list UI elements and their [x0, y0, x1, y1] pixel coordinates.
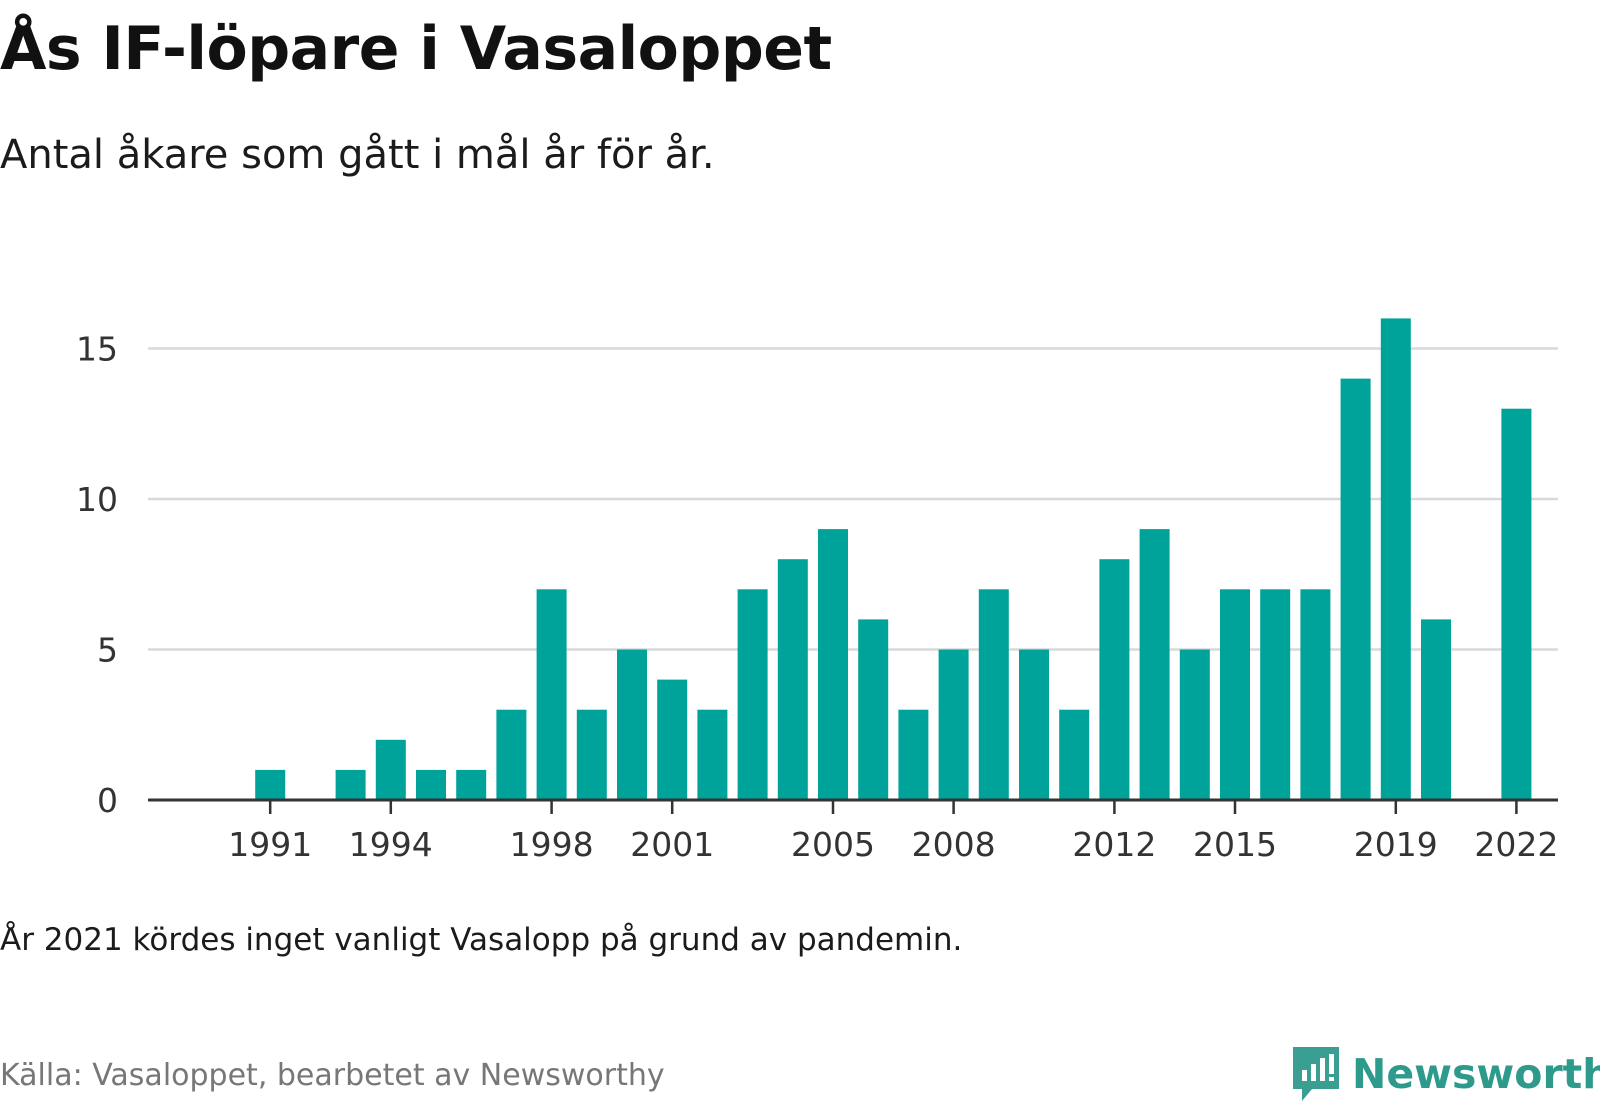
x-tick-label: 2022: [1474, 825, 1558, 864]
bar-1997[interactable]: [496, 709, 527, 800]
newsworthy-logo-icon: [1293, 1047, 1339, 1101]
bar-1999[interactable]: [576, 709, 607, 800]
bar-2011[interactable]: [1059, 709, 1090, 800]
bar-chart: 0 5 10 15 1991 1994 1998 2001 2005 2008 2012 2015 20…: [76, 318, 1558, 865]
bar-2003[interactable]: [737, 589, 768, 800]
bar-2012[interactable]: [1099, 559, 1130, 800]
bar-1991[interactable]: [255, 769, 286, 800]
x-tick-label: 1994: [349, 825, 433, 864]
newsworthy-logo[interactable]: Newsworthy: [1290, 1042, 1600, 1106]
x-tick-label: 2005: [791, 825, 875, 864]
chart-title: Ås IF-löpare i Vasaloppet: [0, 14, 832, 84]
x-tick-label: 2008: [912, 825, 996, 864]
bar-2019[interactable]: [1380, 318, 1411, 800]
brand-name: Newsworthy: [1352, 1050, 1600, 1098]
bar-2002[interactable]: [697, 709, 728, 800]
chart-subtitle: Antal åkare som gått i mål år för år.: [0, 132, 715, 178]
y-tick-label: 5: [97, 631, 118, 670]
bar-2018[interactable]: [1340, 378, 1371, 800]
bar-2008[interactable]: [938, 649, 969, 801]
bar-2017[interactable]: [1300, 589, 1331, 800]
bar-1995[interactable]: [416, 769, 446, 800]
bar-1994[interactable]: [375, 739, 406, 800]
bar-1993[interactable]: [335, 769, 366, 800]
bar-2000[interactable]: [617, 649, 647, 801]
y-tick-label: 10: [76, 480, 118, 519]
bar-1998[interactable]: [536, 589, 567, 800]
bar-2014[interactable]: [1179, 649, 1210, 801]
bar-2022[interactable]: [1501, 408, 1532, 800]
x-tick-label: 2012: [1072, 825, 1156, 864]
chart-note: År 2021 kördes inget vanligt Vasalopp på…: [0, 922, 963, 958]
bar-2015[interactable]: [1220, 589, 1250, 800]
y-tick-label: 15: [76, 330, 118, 369]
bar-1996[interactable]: [456, 769, 487, 800]
bar-2009[interactable]: [978, 589, 1009, 800]
bar-2010[interactable]: [1019, 649, 1049, 801]
bar-2020[interactable]: [1421, 619, 1451, 800]
bar-2006[interactable]: [858, 619, 889, 800]
x-tick-label: 2019: [1354, 825, 1438, 864]
bar-2013[interactable]: [1139, 529, 1170, 800]
x-tick-label: 1991: [228, 825, 312, 864]
axes: 0 5 10 15 1991 1994 1998 2001 2005 2008 2012 2015 20…: [76, 330, 1558, 865]
bar-2001[interactable]: [657, 679, 688, 800]
bar-2005[interactable]: [818, 529, 848, 800]
x-tick-label: 2001: [630, 825, 714, 864]
x-tick-label: 2015: [1193, 825, 1277, 864]
y-tick-label: 0: [97, 781, 118, 820]
bars: [255, 318, 1532, 801]
bar-2007[interactable]: [898, 709, 929, 800]
source-credit: Källa: Vasaloppet, bearbetet av Newswort…: [0, 1058, 665, 1093]
x-tick-label: 1998: [510, 825, 594, 864]
bar-2016[interactable]: [1260, 589, 1291, 800]
bar-2004[interactable]: [777, 559, 808, 800]
